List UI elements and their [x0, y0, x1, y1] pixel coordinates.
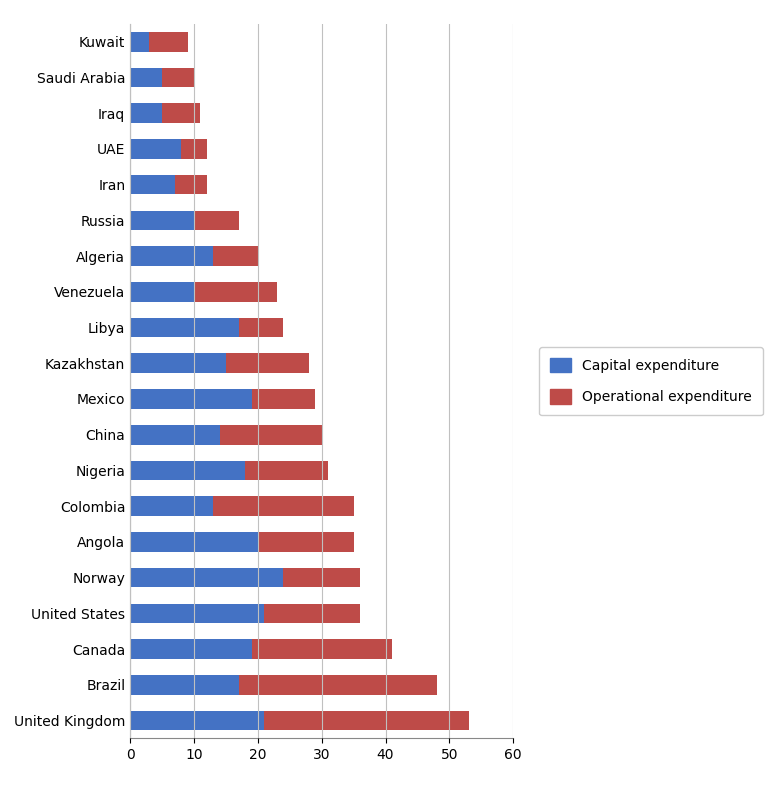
Bar [283, 568, 360, 588]
Bar [251, 639, 392, 659]
Bar [130, 282, 194, 302]
Bar [264, 603, 360, 623]
Bar [182, 139, 207, 159]
Bar [251, 389, 316, 409]
Bar [130, 568, 283, 588]
Bar [130, 175, 175, 195]
Bar [130, 139, 182, 159]
Bar [130, 210, 194, 230]
Bar [194, 282, 277, 302]
Bar [130, 246, 213, 266]
Legend: Capital expenditure, Operational expenditure: Capital expenditure, Operational expendi… [539, 347, 763, 415]
Bar [130, 103, 162, 123]
Bar [258, 532, 354, 552]
Bar [130, 496, 213, 516]
Bar [162, 67, 194, 87]
Bar [162, 103, 201, 123]
Bar [220, 425, 322, 445]
Bar [130, 353, 226, 373]
Bar [239, 675, 437, 695]
Bar [130, 675, 239, 695]
Bar [213, 246, 258, 266]
Bar [130, 67, 162, 87]
Bar [130, 711, 264, 730]
Bar [130, 318, 239, 337]
Bar [130, 32, 149, 52]
Bar [226, 353, 309, 373]
Bar [194, 210, 239, 230]
Bar [130, 389, 251, 409]
Bar [149, 32, 188, 52]
Bar [264, 711, 469, 730]
Bar [130, 461, 245, 480]
Bar [130, 639, 251, 659]
Bar [130, 532, 258, 552]
Bar [130, 425, 220, 445]
Bar [130, 603, 264, 623]
Bar [175, 175, 207, 195]
Bar [239, 318, 283, 337]
Bar [245, 461, 328, 480]
Bar [213, 496, 354, 516]
